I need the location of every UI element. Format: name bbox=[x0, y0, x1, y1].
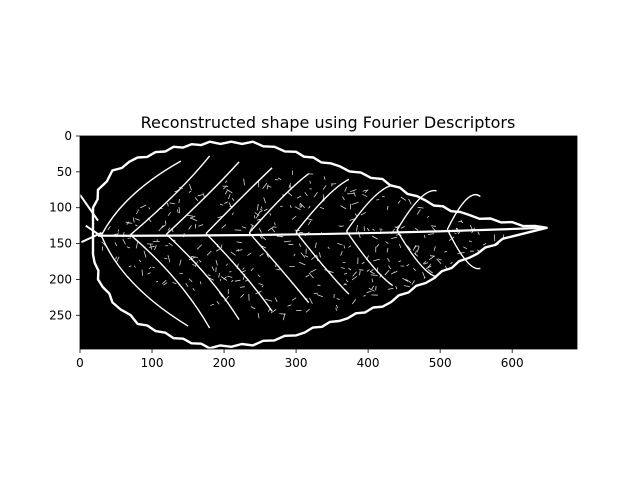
y-tick-label: 100 bbox=[49, 201, 72, 215]
y-axis: 0 50 100 150 200 250 bbox=[49, 129, 80, 322]
x-tick-label: 0 bbox=[76, 356, 84, 370]
leaf-outline bbox=[91, 140, 548, 350]
leaf-venation bbox=[79, 140, 548, 350]
x-tick-label: 400 bbox=[357, 356, 380, 370]
x-tick-label: 500 bbox=[429, 356, 452, 370]
leaf-vein bbox=[205, 167, 273, 235]
y-tick-label: 50 bbox=[57, 165, 72, 179]
leaf-vein bbox=[100, 236, 189, 327]
plot-title: Reconstructed shape using Fourier Descri… bbox=[141, 113, 516, 132]
leaf-vein bbox=[205, 233, 273, 312]
leaf-vein bbox=[165, 161, 240, 235]
y-tick-label: 250 bbox=[49, 308, 72, 322]
leaf-vein bbox=[129, 155, 211, 236]
leaf-vein bbox=[248, 232, 310, 304]
leaf-vein bbox=[396, 189, 437, 231]
leaf-vein bbox=[345, 230, 394, 287]
leaf-vein bbox=[345, 184, 393, 232]
x-tick-label: 600 bbox=[501, 356, 524, 370]
leaf-vein bbox=[100, 160, 182, 236]
x-tick-label: 200 bbox=[213, 356, 236, 370]
y-tick-label: 0 bbox=[64, 129, 72, 143]
leaf-vein bbox=[446, 229, 481, 270]
image-background bbox=[80, 136, 577, 349]
leaf-vein bbox=[165, 233, 240, 321]
leaf-vein bbox=[396, 229, 437, 278]
leaf-midrib bbox=[98, 226, 545, 237]
leaf-vein bbox=[295, 178, 350, 233]
y-tick-label: 200 bbox=[49, 272, 72, 286]
leaf-image bbox=[79, 136, 577, 350]
x-tick-label: 100 bbox=[141, 356, 164, 370]
leaf-vein bbox=[129, 234, 211, 329]
leaf-vein bbox=[295, 231, 350, 295]
x-axis: 0 100 200 300 400 500 600 bbox=[76, 349, 524, 370]
leaf-vein bbox=[446, 194, 481, 230]
axes-frame bbox=[79, 135, 578, 350]
leaf-texture bbox=[101, 170, 505, 321]
y-tick-label: 150 bbox=[49, 237, 72, 251]
x-tick-label: 300 bbox=[285, 356, 308, 370]
